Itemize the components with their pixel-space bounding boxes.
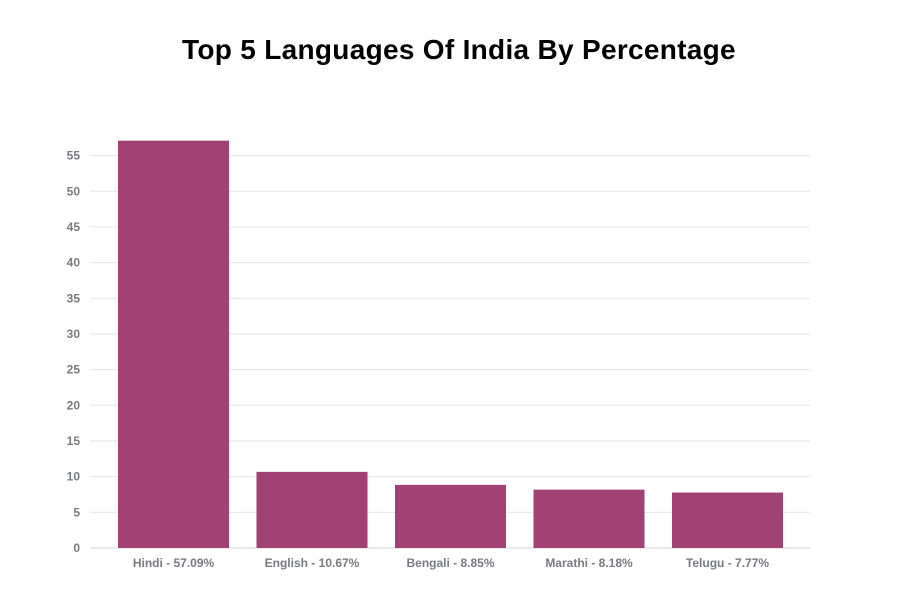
bar-1 (118, 140, 229, 549)
y-tick-label: 40 (67, 256, 81, 270)
bars (118, 140, 783, 549)
x-axis-ticks: Hindi - 57.09% English - 10.67% Bengali - … (133, 556, 770, 570)
x-tick-label: Hindi - 57.09% (133, 556, 215, 570)
y-tick-label: 20 (67, 398, 81, 412)
y-tick-label: 10 (67, 470, 81, 484)
y-tick-label: 55 (67, 149, 81, 163)
bar-4 (533, 489, 645, 548)
bar-2 (256, 471, 368, 548)
bar-5 (672, 492, 783, 548)
y-tick-label: 35 (67, 291, 81, 305)
x-tick-label: English - 10.67% (265, 556, 360, 570)
y-tick-label: 5 (73, 505, 80, 519)
y-axis-ticks: 0 5 10 15 20 25 30 35 40 45 50 55 (67, 149, 81, 555)
x-tick-label: Telugu - 7.77% (686, 556, 769, 570)
bar-3 (395, 484, 506, 548)
x-tick-label: Marathi - 8.18% (545, 556, 633, 570)
y-tick-label: 45 (67, 220, 81, 234)
y-tick-label: 0 (73, 541, 80, 555)
chart-title: Top 5 Languages Of India By Percentage (182, 34, 736, 65)
x-tick-label: Bengali - 8.85% (406, 556, 494, 570)
y-tick-label: 50 (67, 184, 81, 198)
y-tick-label: 15 (67, 434, 81, 448)
y-tick-label: 25 (67, 363, 81, 377)
y-tick-label: 30 (67, 327, 81, 341)
